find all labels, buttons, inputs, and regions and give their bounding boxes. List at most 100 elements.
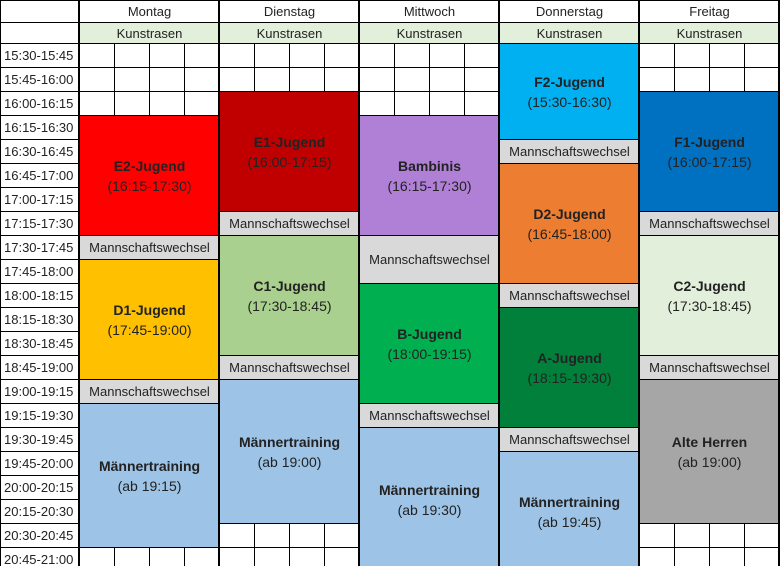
team-name: Männertraining [518,493,621,510]
empty-cell[interactable] [289,67,325,92]
training-block[interactable]: Männertraining (ab 19:15) [79,403,220,548]
empty-cell[interactable] [464,67,500,92]
team-change-block[interactable]: Mannschaftswechsel [359,235,500,284]
empty-cell[interactable] [744,67,780,92]
training-block[interactable]: Männertraining (ab 19:30) [359,427,500,566]
empty-cell[interactable] [429,91,465,116]
empty-cell[interactable] [149,91,185,116]
empty-cell[interactable] [289,547,325,566]
team-change-block[interactable]: Mannschaftswechsel [499,139,640,164]
empty-cell[interactable] [184,43,220,68]
empty-cell[interactable] [394,43,430,68]
training-block[interactable]: F2-Jugend (15:30-16:30) [499,43,640,140]
empty-cell[interactable] [324,67,360,92]
empty-cell[interactable] [464,91,500,116]
empty-cell[interactable] [219,43,255,68]
field-header: Kunstrasen [219,22,360,44]
time-slot-label: 17:15-17:30 [0,211,80,236]
training-block[interactable]: F1-Jugend (16:00-17:15) [639,91,780,212]
empty-cell[interactable] [254,67,290,92]
empty-cell[interactable] [744,547,780,566]
empty-cell[interactable] [79,43,115,68]
empty-cell[interactable] [709,43,745,68]
empty-cell[interactable] [709,67,745,92]
team-change-block[interactable]: Mannschaftswechsel [79,379,220,404]
empty-cell[interactable] [289,523,325,548]
empty-cell[interactable] [114,91,150,116]
team-change-block[interactable]: Mannschaftswechsel [219,355,360,380]
empty-cell[interactable] [149,43,185,68]
empty-cell[interactable] [219,547,255,566]
empty-cell[interactable] [149,547,185,566]
training-block[interactable]: Bambinis (16:15-17:30) [359,115,500,236]
training-block[interactable]: D1-Jugend (17:45-19:00) [79,259,220,380]
empty-cell[interactable] [464,43,500,68]
field-header: Kunstrasen [499,22,640,44]
empty-cell[interactable] [114,43,150,68]
training-block[interactable]: Alte Herren (ab 19:00) [639,379,780,524]
empty-cell[interactable] [219,523,255,548]
training-block[interactable]: B-Jugend (18:00-19:15) [359,283,500,404]
empty-cell[interactable] [709,547,745,566]
empty-cell[interactable] [289,43,325,68]
empty-cell[interactable] [359,67,395,92]
empty-cell[interactable] [639,523,675,548]
block-label: Mannschaftswechsel [649,360,770,375]
empty-cell[interactable] [184,91,220,116]
team-change-block[interactable]: Mannschaftswechsel [639,211,780,236]
team-change-block[interactable]: Mannschaftswechsel [79,235,220,260]
team-change-block[interactable]: Mannschaftswechsel [219,211,360,236]
team-name: A-Jugend [537,349,602,366]
training-block[interactable]: C1-Jugend (17:30-18:45) [219,235,360,356]
day-separator [218,0,220,566]
training-block[interactable]: D2-Jugend (16:45-18:00) [499,163,640,284]
block-label: Mannschaftswechsel [509,432,630,447]
time-slot-label: 15:45-16:00 [0,67,80,92]
empty-cell[interactable] [184,547,220,566]
empty-cell[interactable] [359,91,395,116]
empty-cell[interactable] [744,43,780,68]
empty-cell[interactable] [674,67,710,92]
empty-cell[interactable] [674,523,710,548]
empty-cell[interactable] [79,91,115,116]
empty-cell[interactable] [79,67,115,92]
empty-cell[interactable] [394,91,430,116]
empty-cell[interactable] [394,67,430,92]
training-block[interactable]: E2-Jugend (16:15-17:30) [79,115,220,236]
empty-cell[interactable] [114,67,150,92]
training-block[interactable]: E1-Jugend (16:00-17:15) [219,91,360,212]
empty-cell[interactable] [184,67,220,92]
empty-cell[interactable] [429,67,465,92]
training-block[interactable]: C2-Jugend (17:30-18:45) [639,235,780,356]
team-change-block[interactable]: Mannschaftswechsel [499,427,640,452]
training-time: (16:15-17:30) [387,177,472,194]
time-slot-label: 19:30-19:45 [0,427,80,452]
team-change-block[interactable]: Mannschaftswechsel [639,355,780,380]
empty-cell[interactable] [639,67,675,92]
empty-cell[interactable] [674,547,710,566]
empty-cell[interactable] [324,43,360,68]
empty-cell[interactable] [674,43,710,68]
empty-cell[interactable] [114,547,150,566]
training-block[interactable]: Männertraining (ab 19:45) [499,451,640,566]
empty-cell[interactable] [254,547,290,566]
empty-cell[interactable] [639,547,675,566]
empty-cell[interactable] [254,43,290,68]
empty-cell[interactable] [219,67,255,92]
empty-cell[interactable] [744,523,780,548]
empty-cell[interactable] [79,547,115,566]
team-change-block[interactable]: Mannschaftswechsel [499,283,640,308]
empty-cell[interactable] [709,523,745,548]
empty-cell[interactable] [254,523,290,548]
empty-cell[interactable] [324,523,360,548]
training-block[interactable]: Männertraining (ab 19:00) [219,379,360,524]
time-slot-label: 16:00-16:15 [0,91,80,116]
empty-cell[interactable] [324,547,360,566]
empty-cell[interactable] [149,67,185,92]
team-change-block[interactable]: Mannschaftswechsel [359,403,500,428]
empty-cell[interactable] [639,43,675,68]
empty-cell[interactable] [359,43,395,68]
empty-cell[interactable] [429,43,465,68]
training-block[interactable]: A-Jugend (18:15-19:30) [499,307,640,428]
